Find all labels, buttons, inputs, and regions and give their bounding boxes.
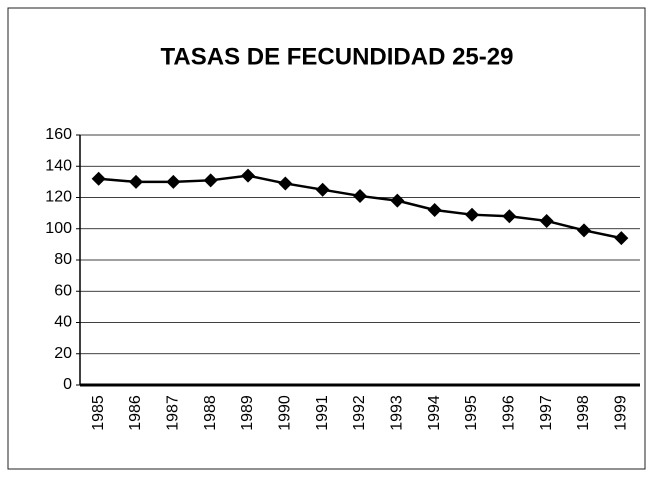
x-tick-label: 1997: [538, 395, 555, 431]
x-tick-label: 1995: [463, 395, 480, 431]
x-tick-label: 1992: [351, 395, 368, 431]
y-tick-label: 140: [45, 157, 72, 174]
x-tick-label: 1993: [389, 395, 406, 431]
y-tick-label: 160: [45, 126, 72, 143]
marker: [203, 173, 218, 188]
marker: [502, 209, 517, 224]
x-tick-label: 1998: [575, 395, 592, 431]
marker: [166, 174, 181, 189]
y-tick-label: 60: [54, 282, 72, 299]
marker: [91, 171, 106, 186]
marker: [278, 176, 293, 191]
x-tick-label: 1985: [90, 395, 107, 431]
x-tick-label: 1987: [165, 395, 182, 431]
marker: [427, 203, 442, 217]
x-tick-label: 1999: [613, 395, 630, 431]
x-tick-label: 1989: [239, 395, 256, 431]
marker: [390, 193, 405, 208]
marker: [577, 223, 591, 238]
marker: [539, 213, 554, 228]
y-tick-label: 80: [54, 251, 72, 268]
marker: [129, 174, 143, 189]
y-tick-label: 40: [54, 314, 72, 331]
y-tick-label: 120: [45, 189, 72, 206]
y-tick-label: 20: [54, 345, 72, 362]
marker: [241, 168, 255, 183]
y-tick-label: 0: [63, 376, 72, 393]
y-tick-label: 100: [45, 220, 72, 237]
marker: [614, 231, 629, 246]
x-tick-label: 1994: [426, 395, 443, 431]
x-tick-label: 1996: [501, 395, 518, 431]
x-tick-label: 1990: [277, 395, 294, 431]
x-tick-label: 1991: [314, 395, 331, 431]
chart-title: TASAS DE FECUNDIDAD 25-29: [161, 43, 514, 70]
marker: [353, 188, 367, 203]
x-tick-label: 1988: [202, 395, 219, 431]
x-tick-label: 1986: [127, 395, 144, 431]
marker: [465, 207, 479, 222]
chart-frame: [7, 7, 646, 470]
marker: [315, 182, 330, 197]
